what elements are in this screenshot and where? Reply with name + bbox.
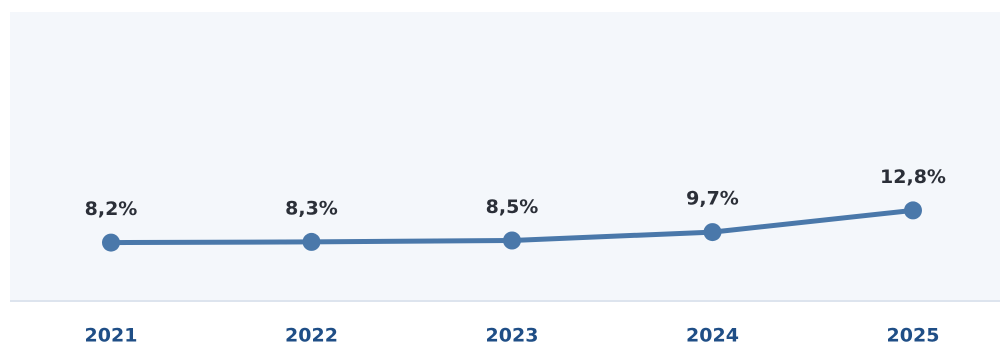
point bbox=[703, 223, 722, 242]
plot-background bbox=[10, 12, 1000, 300]
x-tick-label: 2024 bbox=[686, 325, 739, 347]
point bbox=[302, 232, 321, 251]
value-label: 9,7% bbox=[686, 188, 739, 210]
x-tick-label: 2025 bbox=[887, 325, 940, 347]
point bbox=[904, 201, 922, 220]
value-label: 12,8% bbox=[880, 166, 946, 188]
value-label: 8,2% bbox=[85, 198, 138, 220]
x-tick-label: 2023 bbox=[486, 325, 539, 347]
value-label: 8,5% bbox=[486, 196, 539, 218]
point bbox=[102, 233, 120, 252]
value-label: 8,3% bbox=[285, 197, 338, 219]
x-tick-label: 2021 bbox=[85, 325, 138, 347]
point bbox=[503, 231, 521, 250]
x-tick-label: 2022 bbox=[285, 325, 338, 347]
